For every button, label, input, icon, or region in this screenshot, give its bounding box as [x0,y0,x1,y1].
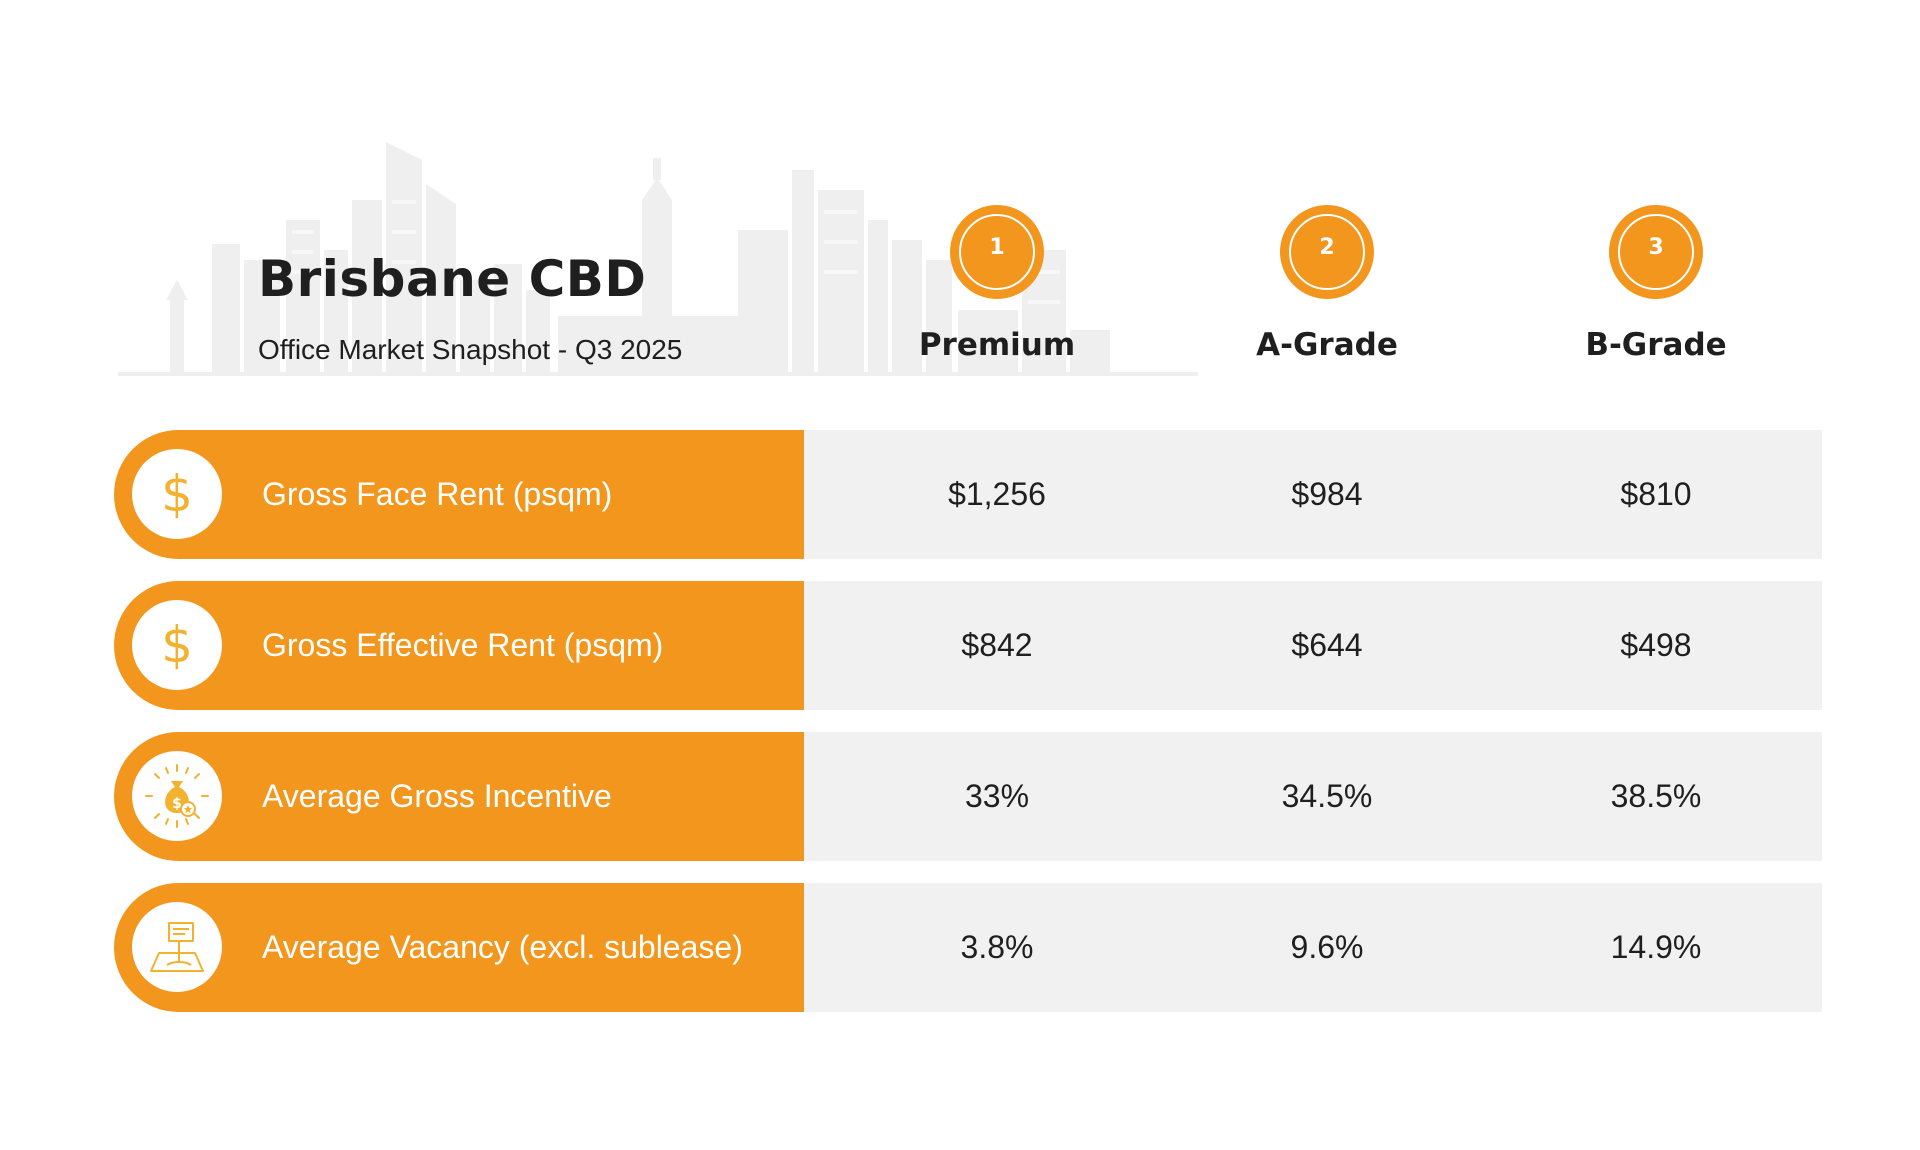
column-number: 3 [1648,235,1664,260]
column-number-badge: 3 [1609,205,1703,299]
row-label: Gross Face Rent (psqm) [262,476,613,512]
column-label: Premium [918,327,1076,363]
column-header-premium: 1 Premium [867,205,1127,363]
column-label: A-Grade [1256,327,1398,363]
map-sign-icon [132,902,222,992]
row-label-band: $ Gross Effective Rent (psqm) [114,581,804,710]
table-cell-premium: $842 [961,627,1033,663]
column-number: 2 [1319,235,1335,260]
row-values-band [804,883,1822,1012]
page-subtitle: Office Market Snapshot - Q3 2025 [258,334,683,365]
column-number-badge: 2 [1280,205,1374,299]
table-row-gross-effective-rent: $ Gross Effective Rent (psqm) $842 $644 … [114,581,1822,710]
column-header-a-grade: 2 A-Grade [1197,205,1457,363]
column-label: B-Grade [1585,327,1727,363]
row-values-band [804,430,1822,559]
table-cell-a-grade: 9.6% [1290,929,1364,965]
table-cell-a-grade: $984 [1291,476,1363,512]
column-number: 1 [989,235,1005,260]
row-label: Gross Effective Rent (psqm) [262,627,664,663]
page-title: Brisbane CBD [258,250,647,308]
row-label-band: $ Gross Face Rent (psqm) [114,430,804,559]
row-values-band [804,581,1822,710]
row-label-band: Average Vacancy (excl. sublease) [114,883,804,1012]
column-number-badge: 1 [950,205,1044,299]
table-cell-b-grade: 38.5% [1610,778,1702,814]
table-row-average-vacancy: Average Vacancy (excl. sublease) 3.8% 9.… [114,883,1822,1012]
table-cell-premium: 33% [964,778,1030,814]
dollar-icon: $ [132,449,222,539]
table-row-gross-face-rent: $ Gross Face Rent (psqm) $1,256 $984 $81… [114,430,1822,559]
row-label: Average Gross Incentive [262,778,612,814]
row-label: Average Vacancy (excl. sublease) [262,929,743,965]
table-row-average-gross-incentive: $ Average Gross Incentive 33% 34.5% 38.5… [114,732,1822,861]
city-skyline-illustration [118,140,1198,380]
table-cell-a-grade: 34.5% [1281,778,1373,814]
row-values-band [804,732,1822,861]
table-cell-b-grade: 14.9% [1610,929,1702,965]
table-cell-premium: 3.8% [960,929,1034,965]
column-header-b-grade: 3 B-Grade [1526,205,1786,363]
table-cell-a-grade: $644 [1291,627,1363,663]
table-cell-premium: $1,256 [948,476,1046,512]
row-label-band: $ Average Gross Incentive [114,732,804,861]
table-cell-b-grade: $498 [1620,627,1692,663]
dollar-icon: $ [132,600,222,690]
table-cell-b-grade: $810 [1620,476,1692,512]
money-bag-icon: $ [132,751,222,841]
svg-text:$: $ [172,796,182,812]
